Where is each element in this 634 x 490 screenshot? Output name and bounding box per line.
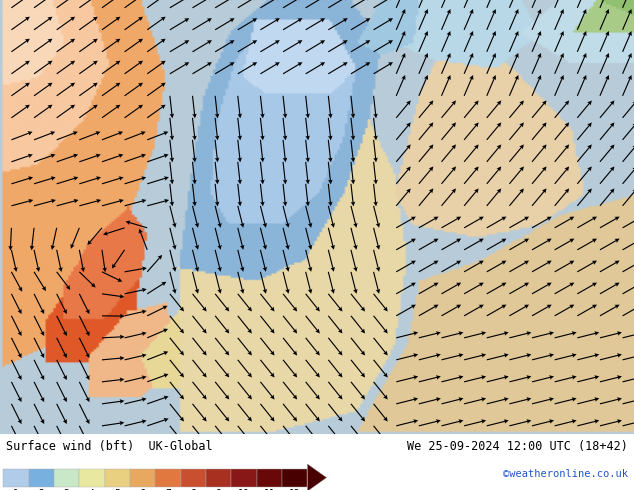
- Bar: [231, 468, 257, 487]
- Text: 10: 10: [238, 489, 250, 490]
- Text: 6: 6: [139, 489, 146, 490]
- Text: 7: 7: [165, 489, 171, 490]
- Text: Surface wind (bft)  UK-Global: Surface wind (bft) UK-Global: [6, 441, 213, 453]
- Text: 3: 3: [63, 489, 70, 490]
- FancyArrow shape: [307, 464, 327, 490]
- Bar: [282, 468, 307, 487]
- Bar: [29, 468, 54, 487]
- Bar: [130, 468, 155, 487]
- Bar: [3, 468, 29, 487]
- Text: 1: 1: [13, 489, 19, 490]
- Bar: [155, 468, 181, 487]
- Text: 2: 2: [38, 489, 44, 490]
- Text: 11: 11: [264, 489, 275, 490]
- Bar: [54, 468, 79, 487]
- Bar: [181, 468, 206, 487]
- Text: 4: 4: [89, 489, 95, 490]
- Bar: [206, 468, 231, 487]
- Text: 9: 9: [216, 489, 222, 490]
- Bar: [105, 468, 130, 487]
- Text: 5: 5: [114, 489, 120, 490]
- Text: 12: 12: [289, 489, 301, 490]
- Text: We 25-09-2024 12:00 UTC (18+42): We 25-09-2024 12:00 UTC (18+42): [407, 441, 628, 453]
- Text: ©weatheronline.co.uk: ©weatheronline.co.uk: [503, 469, 628, 479]
- Bar: [257, 468, 282, 487]
- Text: 8: 8: [190, 489, 197, 490]
- Bar: [79, 468, 105, 487]
